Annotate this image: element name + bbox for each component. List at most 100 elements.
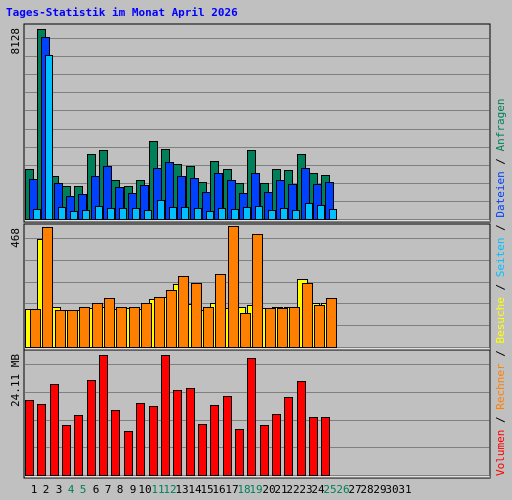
bar-seiten-day-2 (45, 55, 53, 220)
x-tick-label: 29 (373, 483, 386, 496)
x-tick-label: 12 (163, 483, 176, 496)
legend-entry-volumen: Volumen (494, 430, 507, 476)
bar-seiten-day-1 (33, 209, 41, 220)
legend-separator: / (494, 410, 507, 430)
bar-rechner-day-10 (141, 303, 152, 348)
x-tick-label: 6 (93, 483, 100, 496)
bar-volumen-day-11 (149, 406, 158, 476)
bar-rechner-day-17 (228, 226, 239, 348)
bar-seiten-day-17 (231, 209, 239, 220)
bar-seiten-day-21 (280, 208, 288, 220)
bar-seiten-day-11 (157, 200, 165, 220)
legend-entry-seiten: Seiten (494, 238, 507, 278)
x-tick-label: 3 (56, 483, 63, 496)
x-tick-label: 30 (385, 483, 398, 496)
bar-seiten-day-16 (218, 208, 226, 220)
x-tick-label: 10 (138, 483, 151, 496)
bar-seiten-day-7 (107, 208, 115, 220)
bar-seiten-day-12 (169, 207, 177, 220)
legend-separator: / (494, 218, 507, 238)
bar-rechner-day-24 (314, 305, 325, 348)
bar-seiten-day-6 (95, 206, 103, 220)
bar-volumen-day-24 (309, 417, 318, 476)
bar-rechner-day-15 (203, 307, 214, 348)
panel-top: 8128 (9, 23, 491, 223)
bar-volumen-day-15 (198, 424, 207, 476)
bar-volumen-day-1 (25, 400, 34, 476)
bar-rechner-day-14 (191, 283, 202, 348)
bar-volumen-day-21 (272, 414, 281, 476)
x-tick-label: 19 (249, 483, 262, 496)
bar-volumen-day-6 (87, 380, 96, 476)
bar-seiten-day-18 (243, 207, 251, 220)
bar-rechner-day-11 (154, 297, 165, 348)
x-tick-label: 1 (31, 483, 38, 496)
series-volumen (25, 355, 330, 476)
y-max-label: 24.11 MB (9, 354, 22, 407)
bar-rechner-day-20 (265, 308, 276, 348)
bar-volumen-day-23 (297, 381, 306, 476)
bar-volumen-day-8 (111, 410, 120, 476)
x-tick-label: 17 (225, 483, 238, 496)
bar-seiten-day-15 (206, 211, 214, 220)
x-tick-label: 13 (175, 483, 188, 496)
bar-rechner-day-3 (55, 310, 66, 348)
bar-volumen-day-3 (50, 384, 59, 476)
chart-title: Tages-Statistik im Monat April 2026 (6, 6, 238, 19)
x-tick-label: 28 (360, 483, 373, 496)
legend-entry-besuche: Besuche (494, 297, 507, 343)
x-tick-label: 7 (105, 483, 112, 496)
bar-volumen-day-2 (37, 404, 46, 476)
bar-seiten-day-19 (255, 206, 263, 220)
bar-seiten-day-10 (144, 210, 152, 220)
bar-volumen-day-5 (74, 415, 83, 476)
bar-seiten-day-5 (82, 210, 90, 220)
bar-rechner-day-7 (104, 298, 115, 348)
bar-volumen-day-17 (223, 396, 232, 476)
bar-seiten-day-23 (305, 203, 313, 220)
bar-rechner-day-23 (302, 283, 313, 348)
x-tick-label: 23 (299, 483, 312, 496)
x-tick-label: 25 (323, 483, 336, 496)
x-tick-label: 26 (336, 483, 349, 496)
bar-volumen-day-20 (260, 425, 269, 476)
x-tick-label: 14 (188, 483, 202, 496)
legend-separator: / (494, 277, 507, 297)
bar-seiten-day-25 (329, 209, 337, 220)
bar-volumen-day-25 (321, 417, 330, 476)
x-tick-label: 9 (130, 483, 137, 496)
bar-rechner-day-12 (166, 290, 177, 348)
bar-rechner-day-13 (178, 276, 189, 348)
x-tick-label: 22 (286, 483, 299, 496)
bar-seiten-day-3 (58, 207, 66, 220)
bar-volumen-day-10 (136, 403, 145, 476)
bar-seiten-day-4 (70, 211, 78, 220)
bar-volumen-day-13 (173, 390, 182, 476)
legend-text: Volumen / Rechner / Besuche / Seiten / D… (494, 98, 507, 476)
bar-rechner-day-16 (215, 274, 226, 348)
legend: Volumen / Rechner / Besuche / Seiten / D… (494, 98, 507, 476)
bar-volumen-day-16 (210, 405, 219, 476)
bar-seiten-day-13 (181, 207, 189, 220)
x-tick-label: 8 (117, 483, 124, 496)
bar-seiten-day-14 (194, 208, 202, 220)
legend-separator: / (494, 344, 507, 364)
x-tick-label: 15 (200, 483, 213, 496)
legend-separator: / (494, 151, 507, 171)
chart-panels: 8128 468 24.11 MB (9, 23, 491, 479)
bar-rechner-day-2 (42, 227, 53, 348)
bar-volumen-day-14 (186, 388, 195, 476)
legend-entry-anfragen: Anfragen (494, 98, 507, 151)
bar-seiten-day-22 (292, 210, 300, 220)
bar-rechner-day-25 (326, 298, 337, 348)
bar-volumen-day-9 (124, 431, 133, 476)
bar-volumen-day-4 (62, 425, 71, 476)
bar-volumen-day-18 (235, 429, 244, 476)
legend-entry-dateien: Dateien (494, 171, 507, 217)
bar-volumen-day-7 (99, 355, 108, 476)
bar-volumen-day-19 (247, 358, 256, 476)
bar-rechner-day-22 (289, 307, 300, 348)
bar-rechner-day-9 (129, 307, 140, 348)
